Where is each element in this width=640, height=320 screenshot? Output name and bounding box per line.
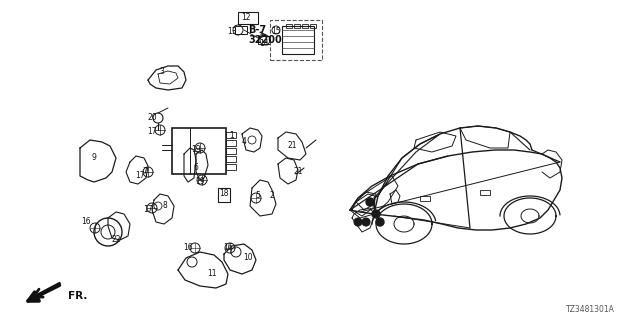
Bar — [302, 24, 308, 28]
Text: 1: 1 — [230, 132, 234, 140]
Text: 18: 18 — [220, 189, 228, 198]
Text: 16: 16 — [223, 244, 233, 252]
Bar — [172, 128, 226, 174]
Text: 16: 16 — [183, 244, 193, 252]
Bar — [226, 164, 236, 170]
Text: 21: 21 — [293, 167, 303, 177]
Circle shape — [372, 210, 380, 218]
Text: 7: 7 — [143, 167, 147, 177]
Text: 22: 22 — [111, 236, 121, 244]
Bar — [226, 132, 236, 138]
Text: 8: 8 — [163, 202, 168, 211]
Bar — [218, 188, 230, 202]
Circle shape — [362, 218, 370, 226]
Text: 13: 13 — [227, 28, 237, 36]
Bar — [226, 140, 236, 146]
Circle shape — [354, 218, 362, 226]
Text: 9: 9 — [92, 154, 97, 163]
Text: 10: 10 — [243, 253, 253, 262]
Text: 32200: 32200 — [248, 35, 282, 45]
Text: 17: 17 — [135, 172, 145, 180]
Text: 20: 20 — [147, 114, 157, 123]
Bar — [282, 26, 314, 54]
Text: 19: 19 — [191, 146, 201, 155]
Text: 5: 5 — [255, 191, 260, 201]
Bar — [310, 24, 316, 28]
Text: 17: 17 — [143, 205, 153, 214]
Bar — [420, 196, 430, 201]
Bar — [226, 156, 236, 162]
Text: 6: 6 — [193, 164, 198, 172]
Circle shape — [376, 218, 384, 226]
Circle shape — [366, 198, 374, 206]
Bar — [480, 190, 490, 195]
Text: TZ3481301A: TZ3481301A — [566, 306, 614, 315]
Bar — [238, 12, 258, 24]
Text: 12: 12 — [241, 13, 251, 22]
Bar — [235, 26, 247, 34]
Bar — [294, 24, 300, 28]
Bar — [226, 148, 236, 154]
Text: FR.: FR. — [68, 291, 88, 301]
Text: 17: 17 — [147, 127, 157, 137]
Text: 14: 14 — [259, 39, 269, 49]
Text: 16: 16 — [81, 218, 91, 227]
Text: 15: 15 — [271, 28, 281, 36]
Text: B-7: B-7 — [248, 25, 266, 35]
Text: 19: 19 — [195, 178, 205, 187]
Bar — [286, 24, 292, 28]
Text: 3: 3 — [159, 68, 164, 76]
Text: 11: 11 — [207, 269, 217, 278]
Bar — [258, 36, 270, 44]
Bar — [270, 20, 322, 60]
Text: 2: 2 — [269, 191, 275, 201]
Text: 4: 4 — [241, 138, 246, 147]
Text: 21: 21 — [287, 141, 297, 150]
